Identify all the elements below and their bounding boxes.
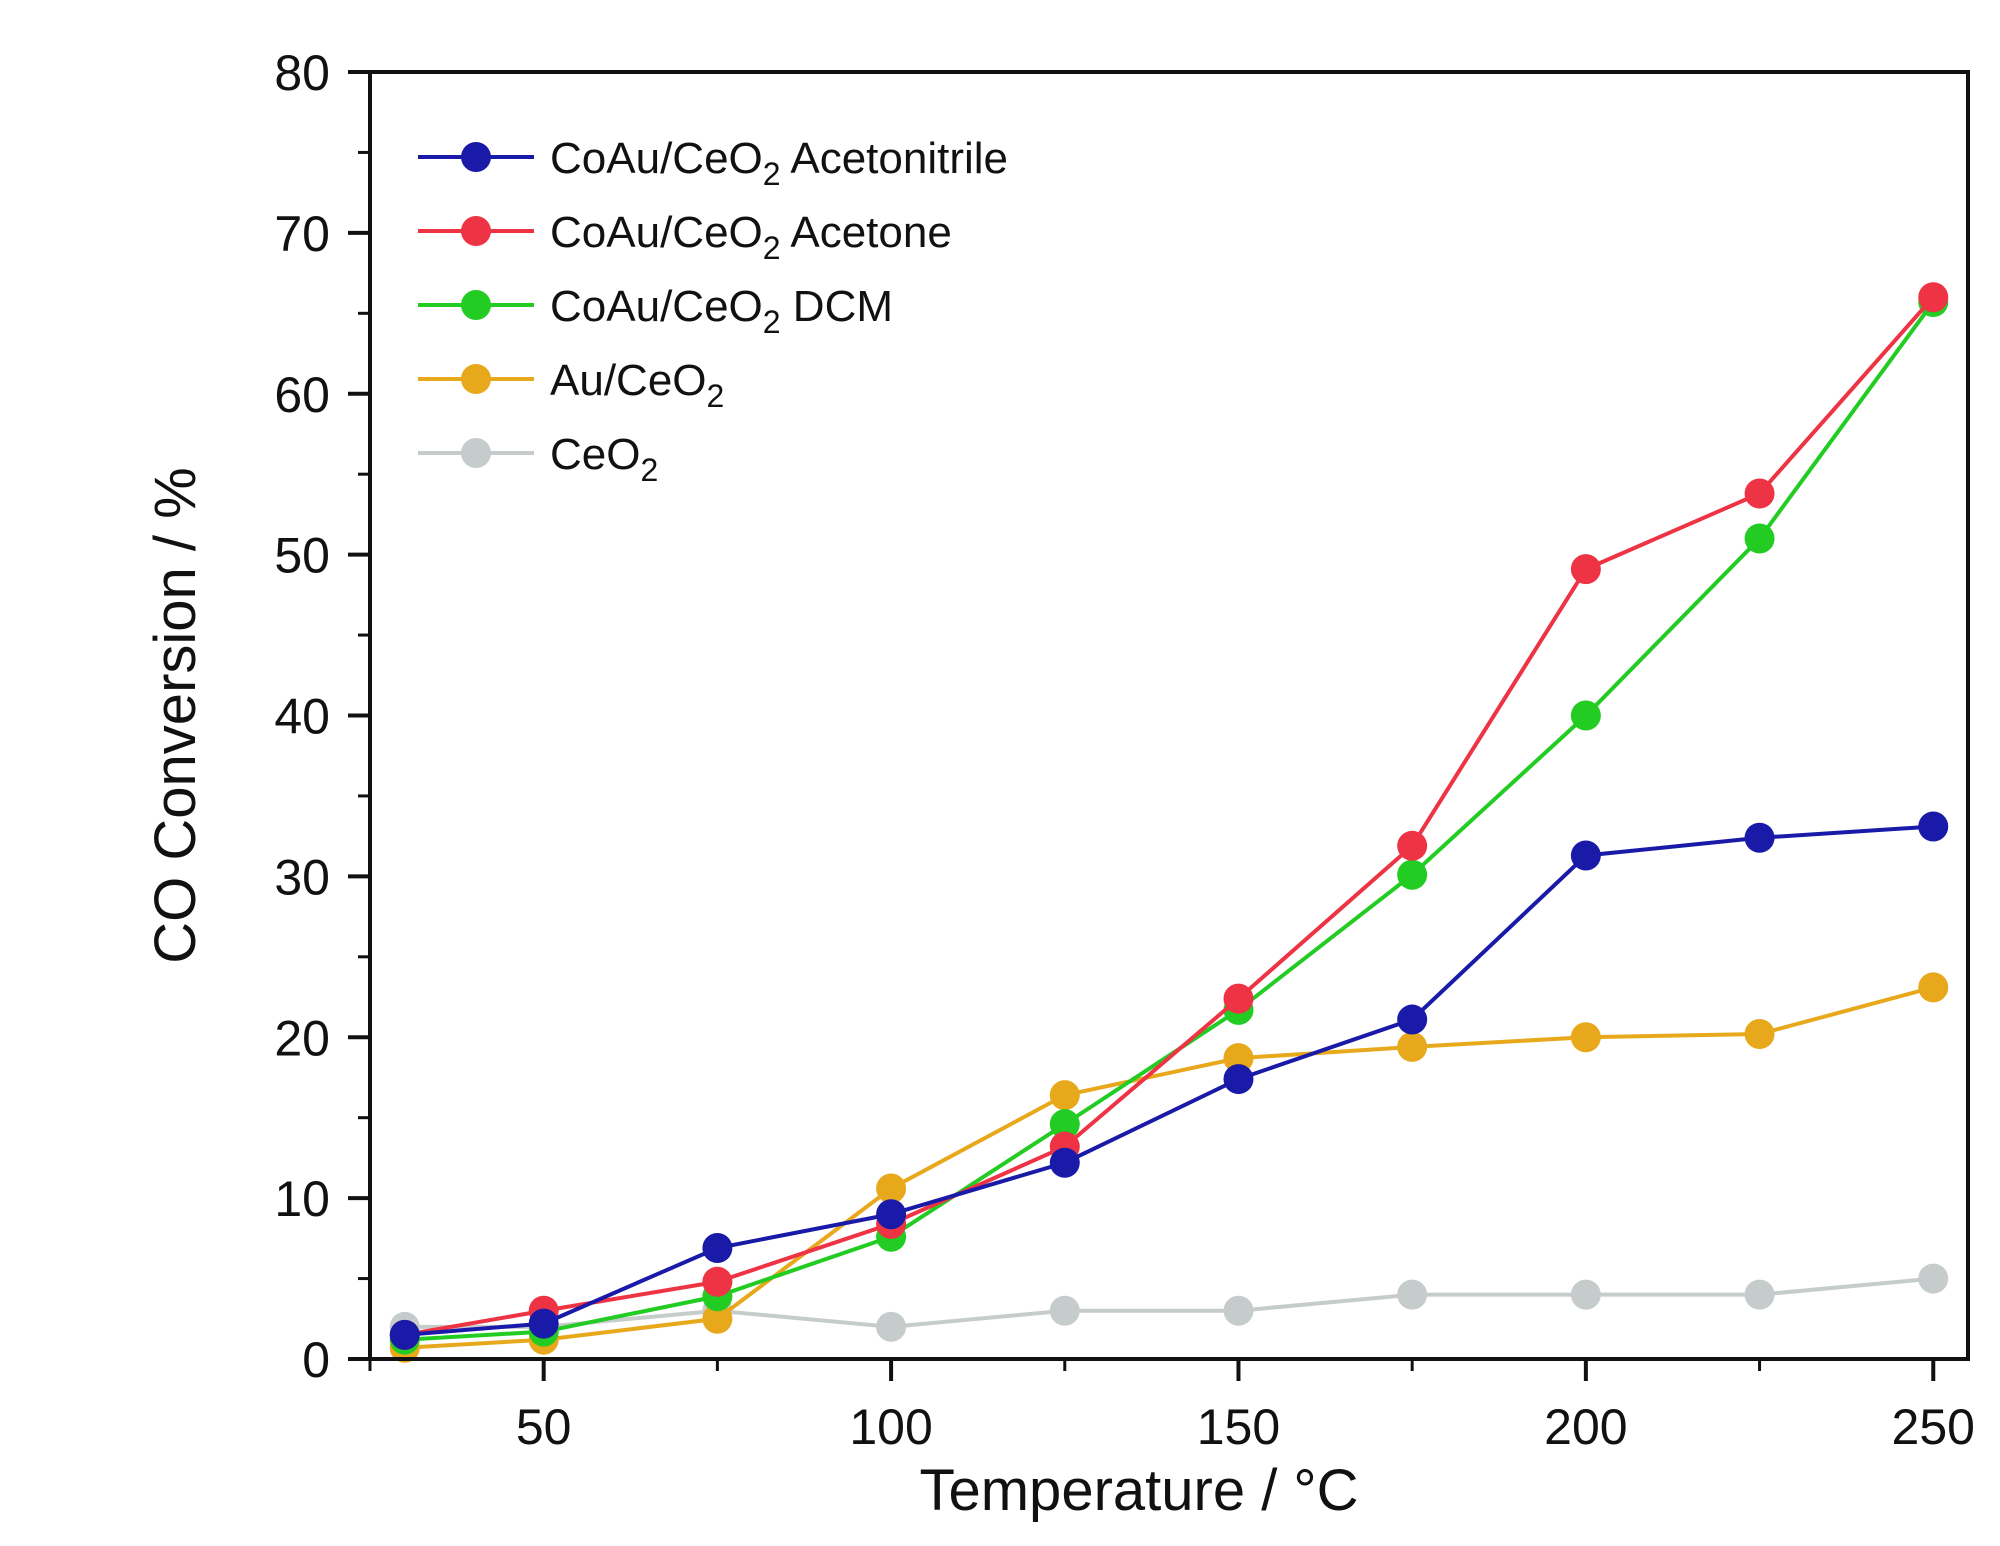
y-tick-label: 10 xyxy=(274,1171,330,1227)
data-point xyxy=(1918,1263,1949,1294)
data-point xyxy=(1397,859,1428,890)
data-point xyxy=(1049,1080,1080,1111)
data-point xyxy=(1397,1031,1428,1062)
axis-layer: 0 10 20 30 40 50 60 70 80 50 100 150 200 250 xyxy=(274,45,1975,1455)
data-point xyxy=(1397,1004,1428,1035)
x-tick-label: 200 xyxy=(1544,1399,1627,1455)
legend-label: Au/CeO2 xyxy=(550,356,724,414)
series-coau-ceo2-acetonitrile xyxy=(389,811,1949,1350)
data-point xyxy=(1744,523,1775,554)
data-point xyxy=(1570,1022,1601,1053)
data-point xyxy=(1570,554,1601,585)
legend-label: CoAu/CeO2 DCM xyxy=(550,282,893,340)
plot-frame xyxy=(368,70,1970,1361)
data-point xyxy=(1397,830,1428,861)
y-tick-label: 80 xyxy=(274,45,330,101)
series-line xyxy=(404,1276,1934,1329)
data-point xyxy=(702,1232,733,1263)
legend-marker xyxy=(461,290,491,320)
legend-item: CoAu/CeO2 Acetone xyxy=(418,208,952,266)
series-line xyxy=(404,295,1935,1337)
data-point xyxy=(702,1266,733,1297)
data-point xyxy=(1744,1019,1775,1050)
data-point xyxy=(1223,1064,1254,1095)
data-point xyxy=(1570,700,1601,731)
legend-item: CoAu/CeO2 Acetonitrile xyxy=(418,134,1008,192)
series-layer xyxy=(389,282,1949,1363)
y-tick-label: 70 xyxy=(274,206,330,262)
y-tick-label: 30 xyxy=(274,849,330,905)
data-point xyxy=(1397,1279,1428,1310)
series-coau-ceo2-acetone xyxy=(389,282,1949,1350)
data-point xyxy=(1049,1147,1080,1178)
legend-marker xyxy=(461,438,491,468)
x-tick-label: 100 xyxy=(849,1399,932,1455)
data-point xyxy=(1223,1295,1254,1326)
legend-marker xyxy=(461,216,491,246)
data-point xyxy=(1744,1279,1775,1310)
data-point xyxy=(1223,1043,1254,1074)
legend-marker xyxy=(461,364,491,394)
x-tick-label: 50 xyxy=(516,1399,572,1455)
y-axis-title: CO Conversion / % xyxy=(143,467,208,963)
data-point xyxy=(1744,478,1775,509)
x-axis-title: Temperature / °C xyxy=(919,1458,1358,1523)
data-point xyxy=(1570,1279,1601,1310)
data-point xyxy=(1570,840,1601,871)
y-tick-label: 40 xyxy=(274,689,330,745)
legend-label: CeO2 xyxy=(550,430,658,488)
data-point xyxy=(389,1319,420,1350)
data-point xyxy=(1918,811,1949,842)
legend-label: CoAu/CeO2 Acetonitrile xyxy=(550,134,1008,192)
data-point xyxy=(1918,972,1949,1003)
legend: CoAu/CeO2 Acetonitrile CoAu/CeO2 Acetone C… xyxy=(418,134,1008,488)
series-line xyxy=(404,985,1934,1350)
y-tick-label: 60 xyxy=(274,367,330,423)
series-line xyxy=(404,824,1934,1337)
data-point xyxy=(876,1311,907,1342)
data-point xyxy=(1049,1295,1080,1326)
data-point xyxy=(702,1303,733,1334)
data-point xyxy=(1744,822,1775,853)
legend-label: CoAu/CeO2 Acetone xyxy=(550,208,952,266)
data-point xyxy=(876,1173,907,1204)
x-tick-label: 150 xyxy=(1197,1399,1280,1455)
data-point xyxy=(528,1308,559,1339)
data-point xyxy=(1223,983,1254,1014)
y-tick-label: 0 xyxy=(302,1332,330,1388)
series-line xyxy=(404,300,1935,1342)
data-point xyxy=(1918,282,1949,313)
legend-item: Au/CeO2 xyxy=(418,356,724,414)
legend-marker xyxy=(461,142,491,172)
data-point xyxy=(1049,1109,1080,1140)
x-tick-label: 250 xyxy=(1892,1399,1975,1455)
legend-item: CoAu/CeO2 DCM xyxy=(418,282,893,340)
legend-item: CeO2 xyxy=(418,430,658,488)
y-tick-label: 50 xyxy=(274,528,330,584)
data-point xyxy=(876,1199,907,1230)
y-tick-label: 20 xyxy=(274,1010,330,1066)
series-au-ceo2 xyxy=(389,972,1949,1363)
